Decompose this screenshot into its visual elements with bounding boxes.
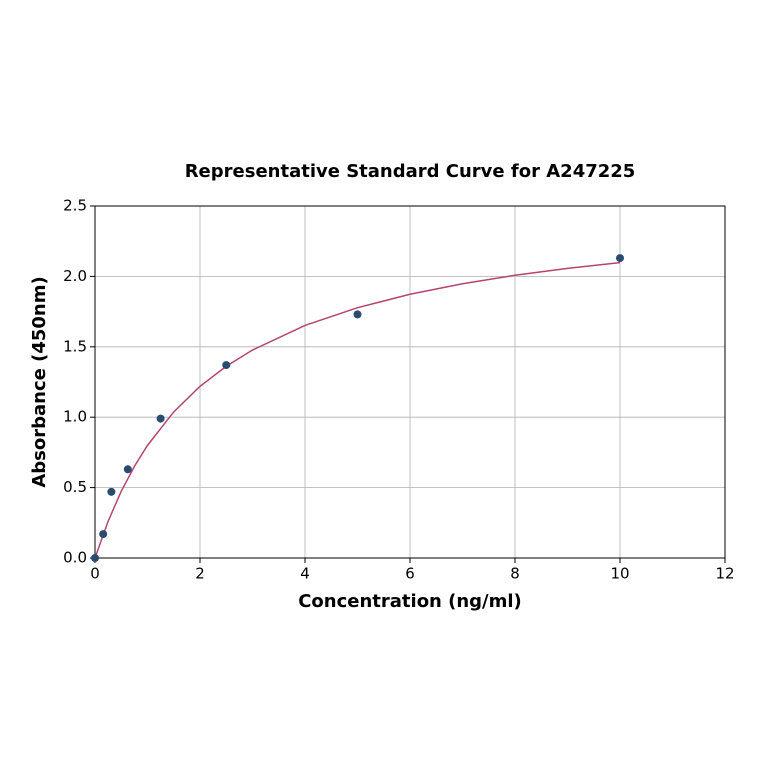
data-point [91, 554, 99, 562]
y-tick-label: 0.0 [63, 549, 87, 567]
x-tick-label: 12 [715, 565, 734, 583]
data-point [123, 465, 132, 474]
plot-frame [94, 205, 726, 559]
x-tick-label: 6 [405, 565, 415, 583]
chart-title: Representative Standard Curve for A24722… [185, 161, 636, 182]
data-point [107, 487, 116, 496]
data-point [353, 310, 362, 319]
x-tick-label: 0 [90, 565, 100, 583]
y-axis-label: Absorbance (450nm) [29, 276, 50, 487]
y-tick-label: 1.0 [63, 408, 87, 426]
y-tick-label: 0.5 [63, 478, 87, 496]
data-point [222, 361, 231, 370]
data-point [99, 530, 108, 539]
data-point [616, 254, 624, 263]
data-point [156, 414, 165, 423]
x-tick-label: 8 [510, 565, 520, 583]
x-axis-label: Concentration (ng/ml) [298, 591, 522, 612]
y-tick-label: 1.5 [63, 337, 87, 355]
y-tick-label: 2.0 [63, 267, 87, 285]
y-tick-label: 2.5 [63, 197, 87, 215]
x-tick-label: 4 [300, 565, 310, 583]
x-tick-label: 2 [195, 565, 205, 583]
x-tick-label: 10 [610, 565, 629, 583]
fit-curve [94, 261, 621, 559]
